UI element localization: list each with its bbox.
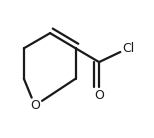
Text: O: O	[94, 89, 104, 102]
Text: Cl: Cl	[122, 42, 134, 55]
Text: O: O	[30, 99, 40, 112]
